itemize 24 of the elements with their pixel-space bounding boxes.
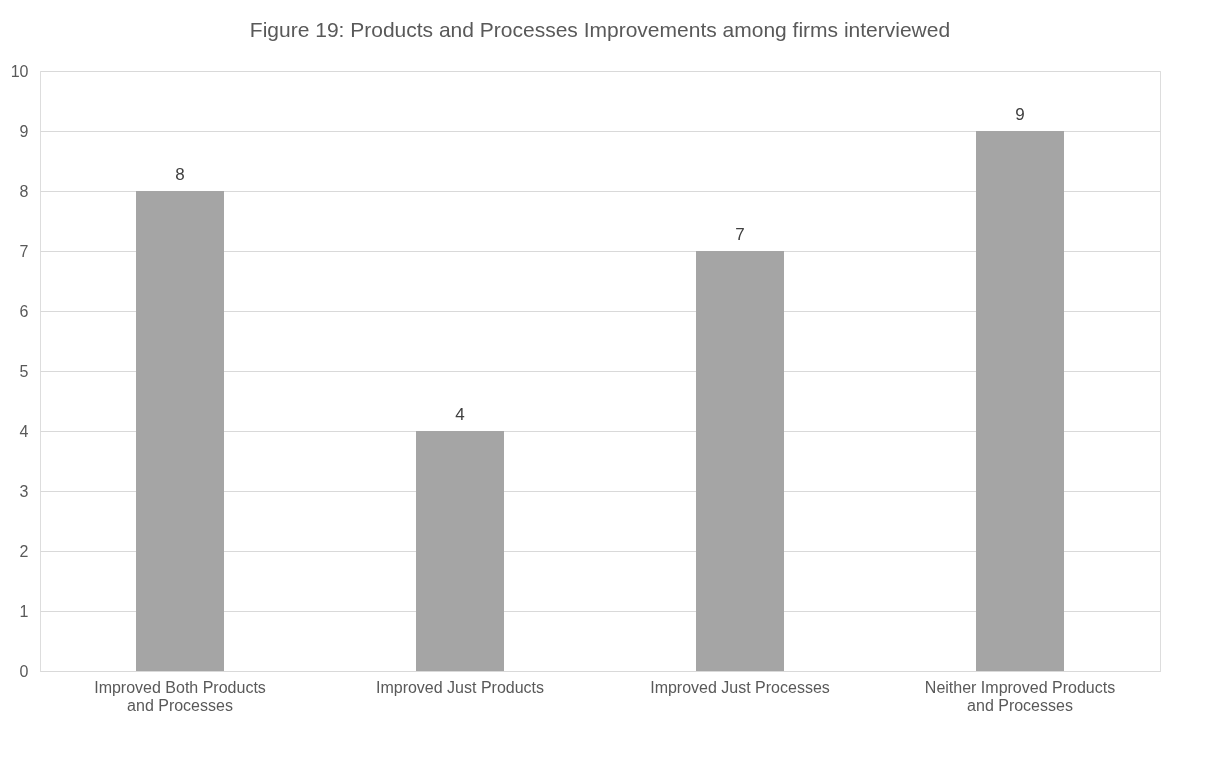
x-tick-label: Improved Just Processes (650, 678, 830, 696)
y-tick-label: 4 (19, 422, 29, 440)
x-tick-label: Improved Both Products and Processes (94, 678, 266, 714)
x-tick-label: Neither Improved Products and Processes (924, 678, 1116, 714)
bar (416, 431, 504, 671)
y-tick-label: 3 (19, 482, 29, 500)
y-tick-label: 10 (10, 62, 29, 80)
data-label: 4 (455, 405, 465, 424)
y-tick-label: 5 (19, 362, 29, 380)
bar (976, 131, 1064, 671)
data-label: 8 (175, 165, 185, 184)
y-tick-label: 9 (19, 122, 29, 140)
y-tick-label: 1 (19, 602, 29, 620)
bar (696, 251, 784, 671)
x-tick-label: Improved Just Products (375, 678, 545, 696)
chart-title: Figure 19: Products and Processes Improvements among firms interviewed (249, 18, 951, 41)
y-tick-label: 2 (19, 542, 29, 560)
data-label: 9 (1015, 105, 1025, 124)
y-tick-label: 0 (19, 662, 29, 680)
bar (136, 191, 224, 671)
y-tick-label: 8 (19, 182, 29, 200)
data-label: 7 (735, 225, 745, 244)
y-tick-label: 7 (19, 242, 29, 260)
y-tick-label: 6 (19, 302, 29, 320)
